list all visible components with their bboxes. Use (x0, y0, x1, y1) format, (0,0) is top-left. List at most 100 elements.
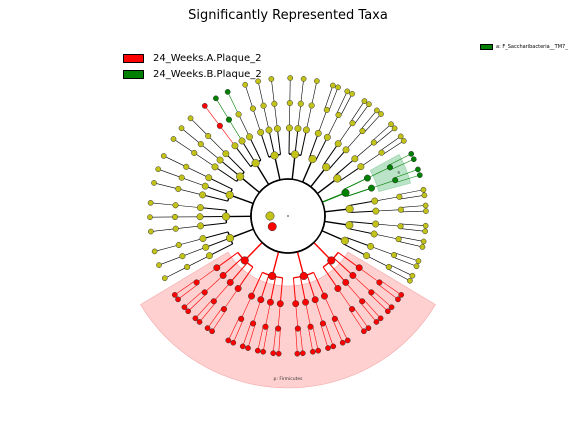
branch-spoke (324, 85, 334, 110)
branch-spoke (299, 328, 304, 354)
branch-spoke (350, 100, 365, 123)
clade-node-38 (308, 102, 315, 109)
clade-node-171 (240, 256, 249, 265)
side-legend-label: a: F_Saccharibacteria__TM7_ (496, 44, 568, 50)
branch-spoke (294, 128, 299, 155)
branch-spoke (222, 257, 243, 276)
branch-spoke (229, 194, 254, 205)
branch-spoke (184, 290, 204, 308)
leaf-node-11 (201, 103, 208, 109)
clade-node-120 (327, 256, 336, 265)
branch-spoke (346, 187, 372, 197)
leaf-node-108 (388, 304, 395, 311)
branch-spoke (321, 230, 346, 242)
branch-spoke (363, 113, 382, 133)
clade-node-52 (349, 120, 356, 127)
branch-spoke (327, 114, 339, 138)
branch-spoke (398, 241, 423, 248)
clade-node-8 (205, 132, 212, 140)
clade-node-57 (342, 146, 350, 154)
branch-spoke (150, 202, 176, 206)
legend-label-group-b: 24_Weeks.B.Plaque_2 (153, 68, 262, 80)
branch-spoke (271, 251, 280, 277)
branch-spoke (228, 119, 243, 142)
branch-spoke (276, 128, 282, 155)
phylum-node-202 (265, 211, 275, 221)
leaf-node-37 (314, 78, 320, 84)
clade-node-58 (322, 163, 331, 172)
branch-spoke (279, 277, 284, 304)
clade-node-30 (270, 151, 279, 160)
branch-spoke (340, 93, 353, 117)
branch-spoke (372, 290, 392, 308)
clade-node-181 (226, 234, 235, 243)
clade-node-13 (231, 142, 239, 150)
leaf-node-63 (397, 133, 404, 140)
clade-node-186 (171, 213, 179, 221)
branch-spoke (175, 225, 201, 230)
branch-spoke (273, 155, 281, 181)
clade-node-70 (386, 164, 394, 171)
leaf-node-182 (148, 228, 154, 235)
branch-spoke (181, 127, 201, 145)
branch-spoke (310, 166, 327, 188)
branch-spoke (228, 317, 240, 341)
branch-spoke (158, 255, 183, 266)
branch-spoke (400, 223, 426, 227)
clade-node-196 (178, 174, 185, 181)
clade-label-1: a (396, 169, 401, 175)
branch-spoke (268, 129, 276, 156)
branch-spoke (187, 255, 210, 268)
branch-spoke (269, 276, 277, 303)
clade-node-92 (395, 236, 402, 243)
branch-spoke (317, 109, 328, 134)
branch-spoke (257, 81, 264, 106)
branch-spoke (313, 242, 332, 261)
leaf-node-168 (171, 292, 178, 298)
branch-spoke (400, 205, 426, 208)
clade-node-3 (211, 163, 219, 171)
leaf-node-139 (270, 350, 277, 357)
clade-node-79 (396, 193, 403, 200)
legend-item-group-a: 24_Weeks.A.Plaque_2 (123, 50, 262, 66)
legend: 24_Weeks.A.Plaque_2 24_Weeks.B.Plaque_2 (123, 50, 262, 82)
branch-spoke (163, 155, 187, 168)
branch-spoke (387, 268, 411, 281)
leaf-node-138 (275, 350, 282, 357)
clade-node-89 (372, 220, 380, 228)
clade-node-74 (392, 177, 399, 184)
leaf-node-185 (147, 214, 153, 221)
branch-spoke (343, 243, 367, 257)
clade-node-20 (251, 159, 260, 168)
branch-spoke (380, 280, 402, 296)
clade-node-115 (342, 278, 350, 286)
branch-spoke (334, 158, 356, 177)
clade-node-97 (390, 251, 398, 259)
clade-node-26 (265, 126, 273, 134)
clade-node-61 (370, 139, 377, 146)
branch-spoke (178, 238, 204, 246)
leaf-node-112 (377, 315, 384, 322)
clade-node-43 (323, 106, 330, 113)
clade-node-84 (372, 207, 380, 215)
clade-node-165 (201, 289, 208, 296)
leaf-node-86 (422, 222, 429, 229)
branch-spoke (295, 303, 299, 329)
clade-node-176 (179, 253, 186, 260)
branch-spoke (388, 153, 412, 166)
clade-node-137 (299, 271, 308, 281)
clade-node-179 (175, 241, 182, 249)
clade-node-53 (334, 140, 342, 148)
leaf-node-1 (170, 136, 177, 142)
clade-node-66 (357, 163, 365, 171)
branch-spoke (314, 299, 324, 324)
branch-spoke (177, 284, 199, 300)
clade-node-33 (285, 124, 293, 132)
branch-spoke (352, 275, 372, 293)
leaf-node-24 (255, 78, 261, 85)
leaf-node-77 (420, 186, 427, 193)
clade-node-15 (225, 116, 233, 123)
clade-node-201 (225, 190, 234, 200)
clade-node-145 (266, 298, 274, 306)
branch-spoke (363, 299, 381, 319)
